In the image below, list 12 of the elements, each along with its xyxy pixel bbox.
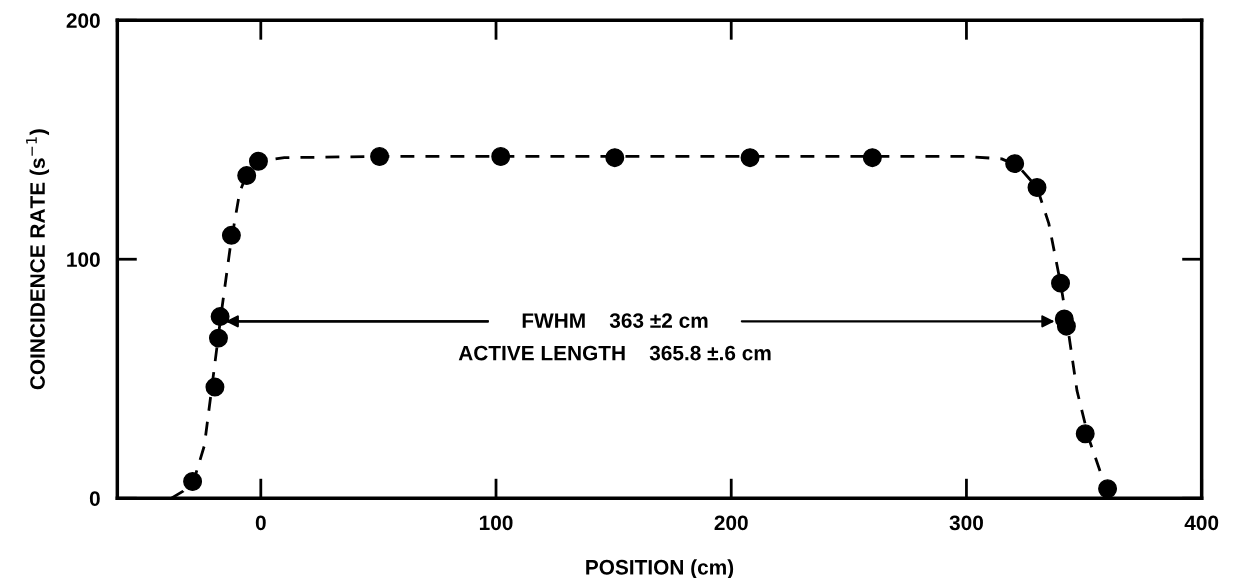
x-tick-label: 0 bbox=[255, 515, 266, 531]
y-tick-label: 200 bbox=[66, 13, 100, 28]
y-tick-label: 0 bbox=[89, 491, 100, 506]
x-tick-label: 200 bbox=[714, 515, 748, 531]
annotation: FWHM 363 ±2 cm bbox=[522, 313, 708, 328]
x-tick-label: 300 bbox=[949, 515, 983, 531]
x-tick-label: 100 bbox=[479, 515, 513, 531]
annotation: ACTIVE LENGTH 365.8 ±.6 cm bbox=[458, 345, 771, 361]
x-axis-title: POSITION (cm) bbox=[586, 559, 734, 578]
y-axis-title: COINCIDENCE RATE (s$^{−1}$) bbox=[26, 129, 50, 390]
y-tick-label: 100 bbox=[67, 252, 100, 267]
x-tick-label: 400 bbox=[1184, 515, 1219, 531]
